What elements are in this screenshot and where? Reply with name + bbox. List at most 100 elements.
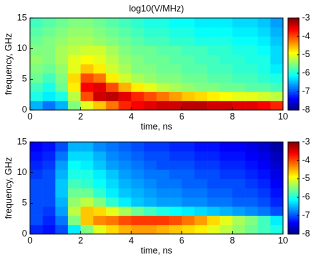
colorbar-segment: [288, 105, 299, 108]
heat-cell: [181, 188, 195, 198]
colorbar-segment: [288, 108, 299, 111]
heat-cell: [169, 188, 183, 198]
heat-cell: [257, 82, 271, 92]
heat-cell: [131, 160, 145, 170]
colorbar-segment: [288, 42, 299, 45]
heat-cell: [245, 64, 258, 74]
heat-cell: [30, 197, 43, 207]
heat-cell: [207, 178, 221, 189]
heat-cell: [207, 197, 221, 207]
colorbar-frame: [287, 17, 300, 111]
heat-cell: [93, 169, 107, 180]
heat-cell: [55, 54, 69, 65]
heat-cell: [105, 206, 119, 216]
heat-cell: [169, 18, 183, 28]
heat-cell: [257, 36, 271, 46]
heat-cell: [118, 73, 132, 83]
heat-cell: [131, 54, 145, 65]
colorbar-segment: [288, 181, 299, 184]
heat-cell: [219, 188, 233, 198]
heat-cell: [270, 206, 284, 216]
heat-cell: [207, 82, 221, 92]
colorbar-segment: [288, 100, 299, 103]
x-tick-label: 10: [278, 111, 288, 121]
heat-cell: [67, 54, 81, 65]
heat-cell: [270, 36, 284, 46]
colorbar-segment: [288, 73, 299, 76]
colorbar-segment: [288, 106, 299, 109]
heat-cell: [232, 178, 246, 189]
heat-cell: [143, 142, 157, 152]
colorbar-tick-label: -7: [302, 86, 310, 96]
colorbar-segment: [288, 44, 299, 46]
colorbar-segment: [288, 194, 299, 197]
heat-cell: [232, 100, 246, 111]
heat-cell: [270, 100, 284, 111]
heat-cell: [169, 215, 183, 226]
heat-cell: [55, 73, 69, 83]
heat-cell: [80, 206, 94, 216]
heat-cell: [55, 160, 69, 170]
heat-cell: [232, 160, 246, 170]
heat-cell: [219, 91, 233, 102]
heat-cell: [207, 224, 221, 235]
colorbar-segment: [288, 53, 299, 56]
heat-cell: [105, 197, 119, 207]
heat-cell: [42, 64, 56, 74]
heat-cell: [257, 100, 271, 111]
heat-cell: [93, 54, 107, 65]
heat-cell: [245, 151, 258, 161]
x-tick-label: 4: [129, 235, 134, 245]
heat-cell: [93, 224, 107, 235]
heat-cell: [105, 188, 119, 198]
colorbar-segment: [288, 224, 299, 227]
heat-cell: [232, 224, 246, 235]
heat-cell: [194, 82, 208, 92]
heat-cell: [118, 188, 132, 198]
heat-cell: [156, 197, 170, 207]
heat-cell: [219, 36, 233, 46]
heat-cell: [181, 91, 195, 102]
x-tick-label: 2: [78, 235, 83, 245]
heat-cell: [207, 169, 221, 180]
heat-cell: [194, 169, 208, 180]
heat-cell: [42, 215, 56, 226]
heat-cell: [257, 151, 271, 161]
heat-cell: [207, 73, 221, 83]
heat-cell: [131, 91, 145, 102]
heat-cell: [131, 64, 145, 74]
colorbar-segment: [288, 172, 299, 175]
heat-cell: [257, 45, 271, 56]
colorbar-segment: [288, 155, 299, 158]
heat-cell: [80, 91, 94, 102]
heat-cell: [169, 91, 183, 102]
x-tick-label: 4: [129, 111, 134, 121]
heat-cell: [30, 36, 43, 46]
colorbar-segment: [288, 192, 299, 195]
heat-cell: [169, 178, 183, 189]
colorbar-segment: [288, 36, 299, 39]
heat-cell: [67, 224, 81, 235]
colorbar-segment: [288, 50, 299, 53]
heat-cell: [194, 54, 208, 65]
heat-cell: [270, 188, 284, 198]
heat-cell: [55, 169, 69, 180]
heat-cell: [207, 45, 221, 56]
heat-cell: [245, 188, 258, 198]
colorbar-segment: [288, 62, 299, 65]
heat-cell: [118, 27, 132, 37]
heat-cell: [80, 188, 94, 198]
heat-cell: [181, 142, 195, 152]
heat-cell: [143, 64, 157, 74]
colorbar-segment: [288, 230, 299, 233]
heat-cell: [131, 178, 145, 189]
heat-cell: [55, 27, 69, 37]
heat-cell: [143, 151, 157, 161]
colorbar-segment: [288, 232, 299, 235]
heat-cell: [270, 178, 284, 189]
heat-cell: [270, 64, 284, 74]
colorbar-segment: [288, 188, 299, 190]
heat-cell: [181, 178, 195, 189]
heat-cell: [118, 160, 132, 170]
heat-cell: [219, 64, 233, 74]
